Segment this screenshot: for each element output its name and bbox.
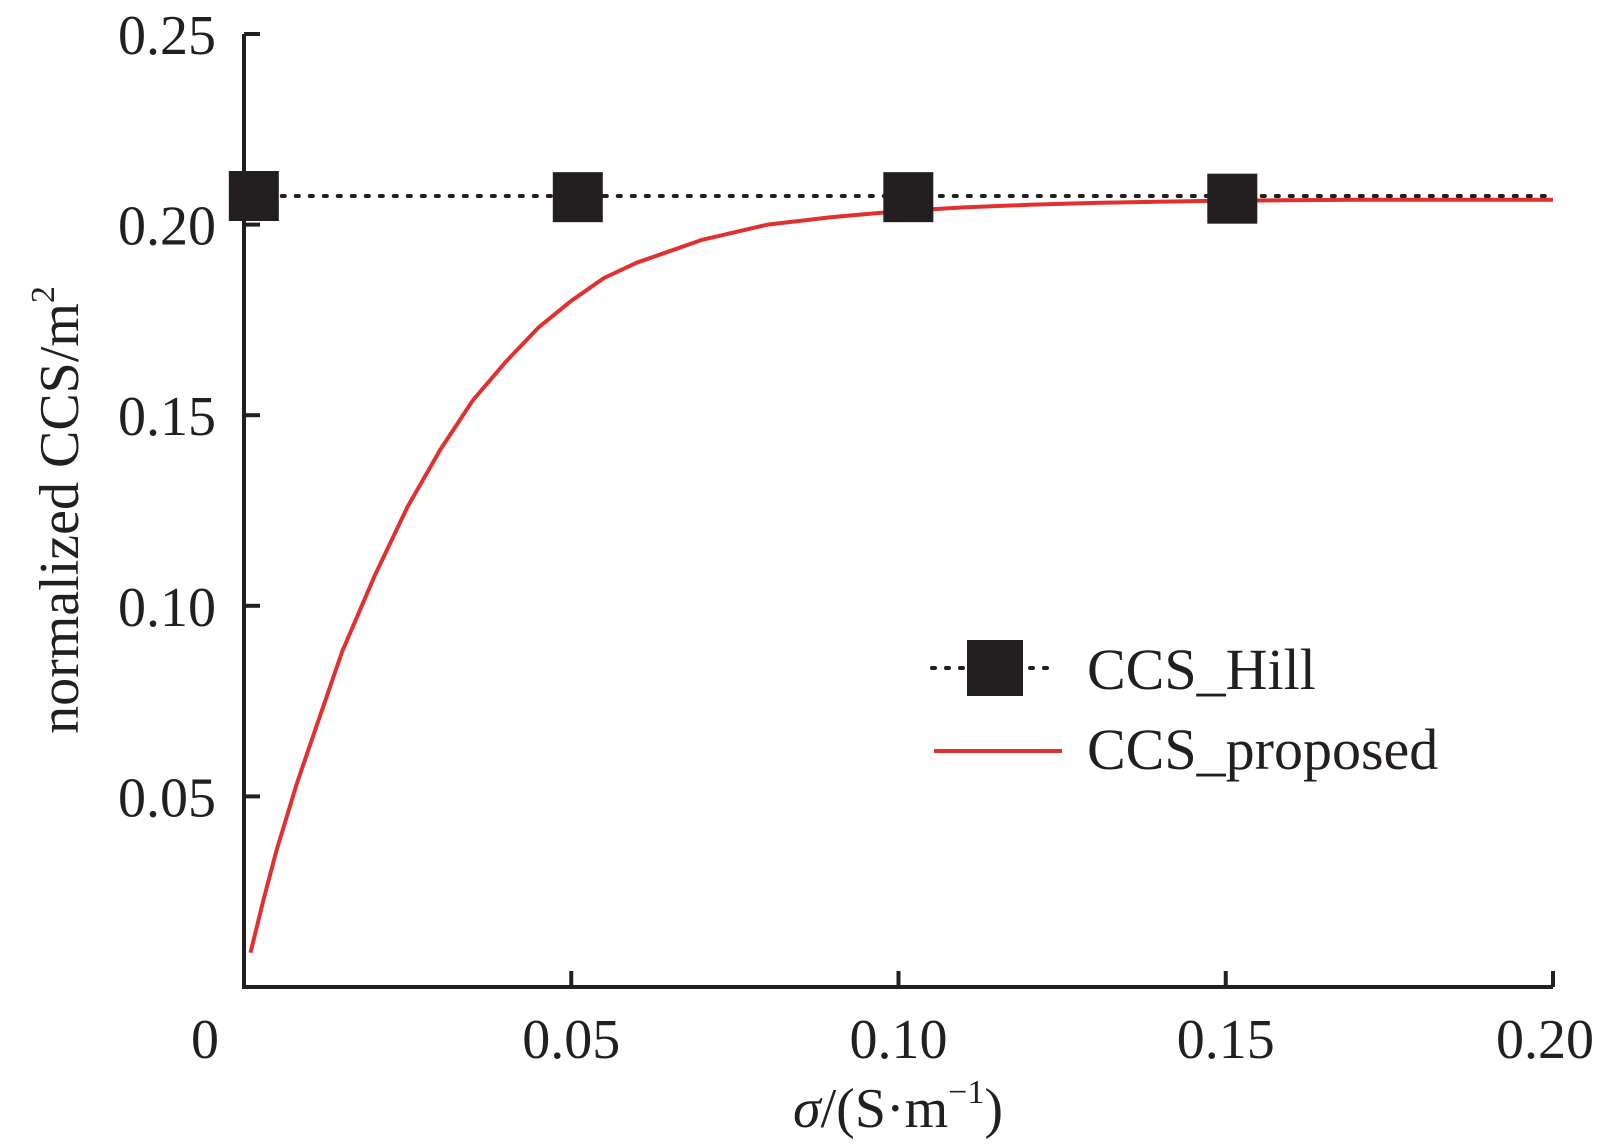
y-axis-exponent: 2 <box>25 286 62 303</box>
x-tick-label: 0.05 <box>522 1009 620 1071</box>
x-axis-symbol: σ <box>793 1078 823 1140</box>
x-tick-label: 0.15 <box>1177 1009 1275 1071</box>
series-ccs-hill-marker <box>883 172 934 223</box>
x-tick-label: 0.10 <box>850 1009 948 1071</box>
legend-hill-marker <box>967 640 1023 696</box>
legend-entry-ccs-proposed: CCS_proposed <box>934 717 1438 782</box>
legend-hill-label: CCS_Hill <box>1087 637 1316 702</box>
y-axis-text: normalized CCS/m <box>29 303 91 734</box>
legend-entry-ccs-hill: CCS_Hill <box>930 637 1316 702</box>
y-axis-label: normalized CCS/m2 <box>25 286 91 734</box>
x-axis-label: σ/(S·m−1) <box>793 1074 1003 1140</box>
x-tick-label: 0 <box>191 1009 219 1071</box>
x-tick-label: 0.20 <box>1496 1009 1594 1071</box>
x-axis-unit-exponent: −1 <box>948 1074 984 1111</box>
plot-series <box>228 171 1555 954</box>
y-tick-label: 0.15 <box>118 386 216 448</box>
y-tick-label: 0.25 <box>118 5 216 67</box>
y-ticks: 0.05 0.10 0.15 0.20 0.25 <box>118 5 260 829</box>
x-axis-unit-close: ) <box>984 1078 1003 1140</box>
x-axis-unit: /(S·m <box>821 1078 949 1140</box>
x-ticks: 0 0.05 0.10 0.15 0.20 <box>191 971 1594 1071</box>
series-ccs-hill-marker <box>552 172 603 223</box>
legend: CCS_Hill CCS_proposed <box>930 637 1438 782</box>
series-ccs-hill-marker <box>228 171 279 222</box>
y-tick-label: 0.05 <box>118 767 216 829</box>
legend-proposed-label: CCS_proposed <box>1087 717 1438 782</box>
y-tick-label: 0.20 <box>118 196 216 258</box>
series-ccs-proposed-line <box>248 197 1553 954</box>
y-tick-label: 0.10 <box>118 577 216 639</box>
series-ccs-hill-marker <box>1207 173 1258 224</box>
